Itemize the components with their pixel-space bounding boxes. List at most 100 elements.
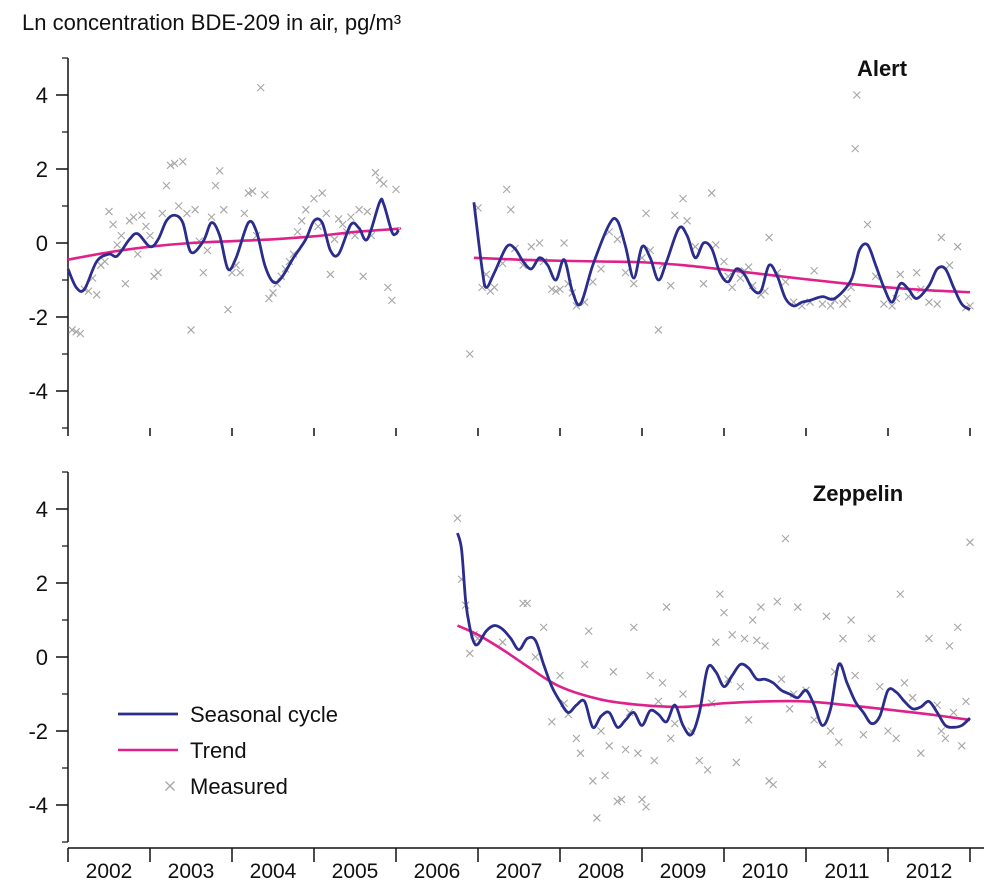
measured-point [810,716,819,724]
measured-point [166,161,175,170]
measured-point [662,603,671,611]
measured-point [265,294,273,303]
measured-point [826,727,835,735]
measured-point [293,228,302,236]
measured-point [875,682,884,691]
measured-point [605,741,614,750]
measured-point [552,287,560,295]
measured-point [154,268,163,277]
measured-point [839,300,847,308]
measured-point [314,222,322,231]
measured-point [695,756,704,765]
legend: Seasonal cycle Trend Measured [118,702,338,799]
seasonal-cycle-line [472,202,971,311]
measured-point [76,329,85,338]
panel-title: Alert [857,56,908,81]
measured-point [621,268,630,277]
measured-point [642,209,650,218]
trend-line [473,256,971,294]
measured-point [716,590,724,598]
measured-point [744,716,753,724]
measured-point [199,268,208,277]
y-tick-label: -4 [28,379,48,404]
x-tick-label: 2012 [906,860,953,883]
measured-point [629,279,638,288]
x-tick-label: 2008 [578,860,625,883]
measured-point [519,599,527,608]
measured-point [388,296,396,305]
measured-point [728,283,737,292]
measured-point [572,734,581,743]
measured-point [757,603,765,611]
measured-point [933,300,942,308]
measured-point [219,205,228,214]
x-axis: 2002 2003 2004 2005 2006 2007 2008 2009 2010 2011… [67,847,984,883]
measured-point [613,235,622,244]
measured-point [527,242,536,251]
measured-point [949,708,958,717]
x-tick-label: 2007 [496,860,543,883]
measured-point [744,263,753,271]
measured-point [490,283,499,292]
measured-point [818,760,827,769]
measured-point [334,215,343,223]
x-tick-label: 2002 [86,860,133,883]
measured-point [888,302,896,310]
measured-point [523,599,532,608]
measured-point [740,634,749,643]
measured-point [236,268,245,277]
measured-point [240,209,249,218]
measured-point [847,616,855,624]
measured-point [117,231,126,240]
measured-point [137,211,146,220]
measured-point [498,638,507,647]
measured-point [617,795,626,804]
seasonal-cycle-line [66,197,400,293]
measured-point [781,277,790,286]
measured-point [962,697,970,706]
measured-point [330,235,339,244]
measured-point [158,209,167,218]
measured-point [654,326,663,334]
x-tick-label: 2009 [660,860,707,883]
measured-point [465,350,474,358]
measured-point [465,649,474,658]
measured-point [916,749,925,758]
measured-point [752,636,761,645]
measured-point [953,242,962,251]
x-tick-label: 2010 [742,860,789,883]
measured-point [593,814,601,822]
measured-point [72,327,81,336]
x-tick-label: 2004 [250,860,297,883]
measured-point [162,181,171,190]
figure-title: Ln concentration BDE-209 in air, pg/m³ [22,10,402,35]
measured-point [207,213,216,221]
measured-point [691,242,700,251]
measured-point [699,279,708,288]
measured-point [638,795,646,804]
measured-point [224,305,232,314]
measured-point [121,279,130,288]
measured-point [621,745,630,754]
measured-point [92,290,101,299]
measured-point [326,270,335,279]
measured-point [203,246,212,255]
measured-point [945,642,954,650]
measured-point [781,534,790,543]
measured-point [843,294,851,303]
measured-point [822,612,831,621]
measured-point [178,157,187,166]
measured-point [269,289,277,297]
measured-point [601,771,609,780]
measured-point [646,671,655,680]
measured-point [650,756,659,765]
measured-point [248,187,257,196]
x-tick-label: 2006 [414,860,461,883]
measured-point [785,704,794,713]
measured-point [925,298,933,307]
measured-point [908,693,917,702]
measured-point [863,220,872,229]
measured-point [609,667,618,676]
